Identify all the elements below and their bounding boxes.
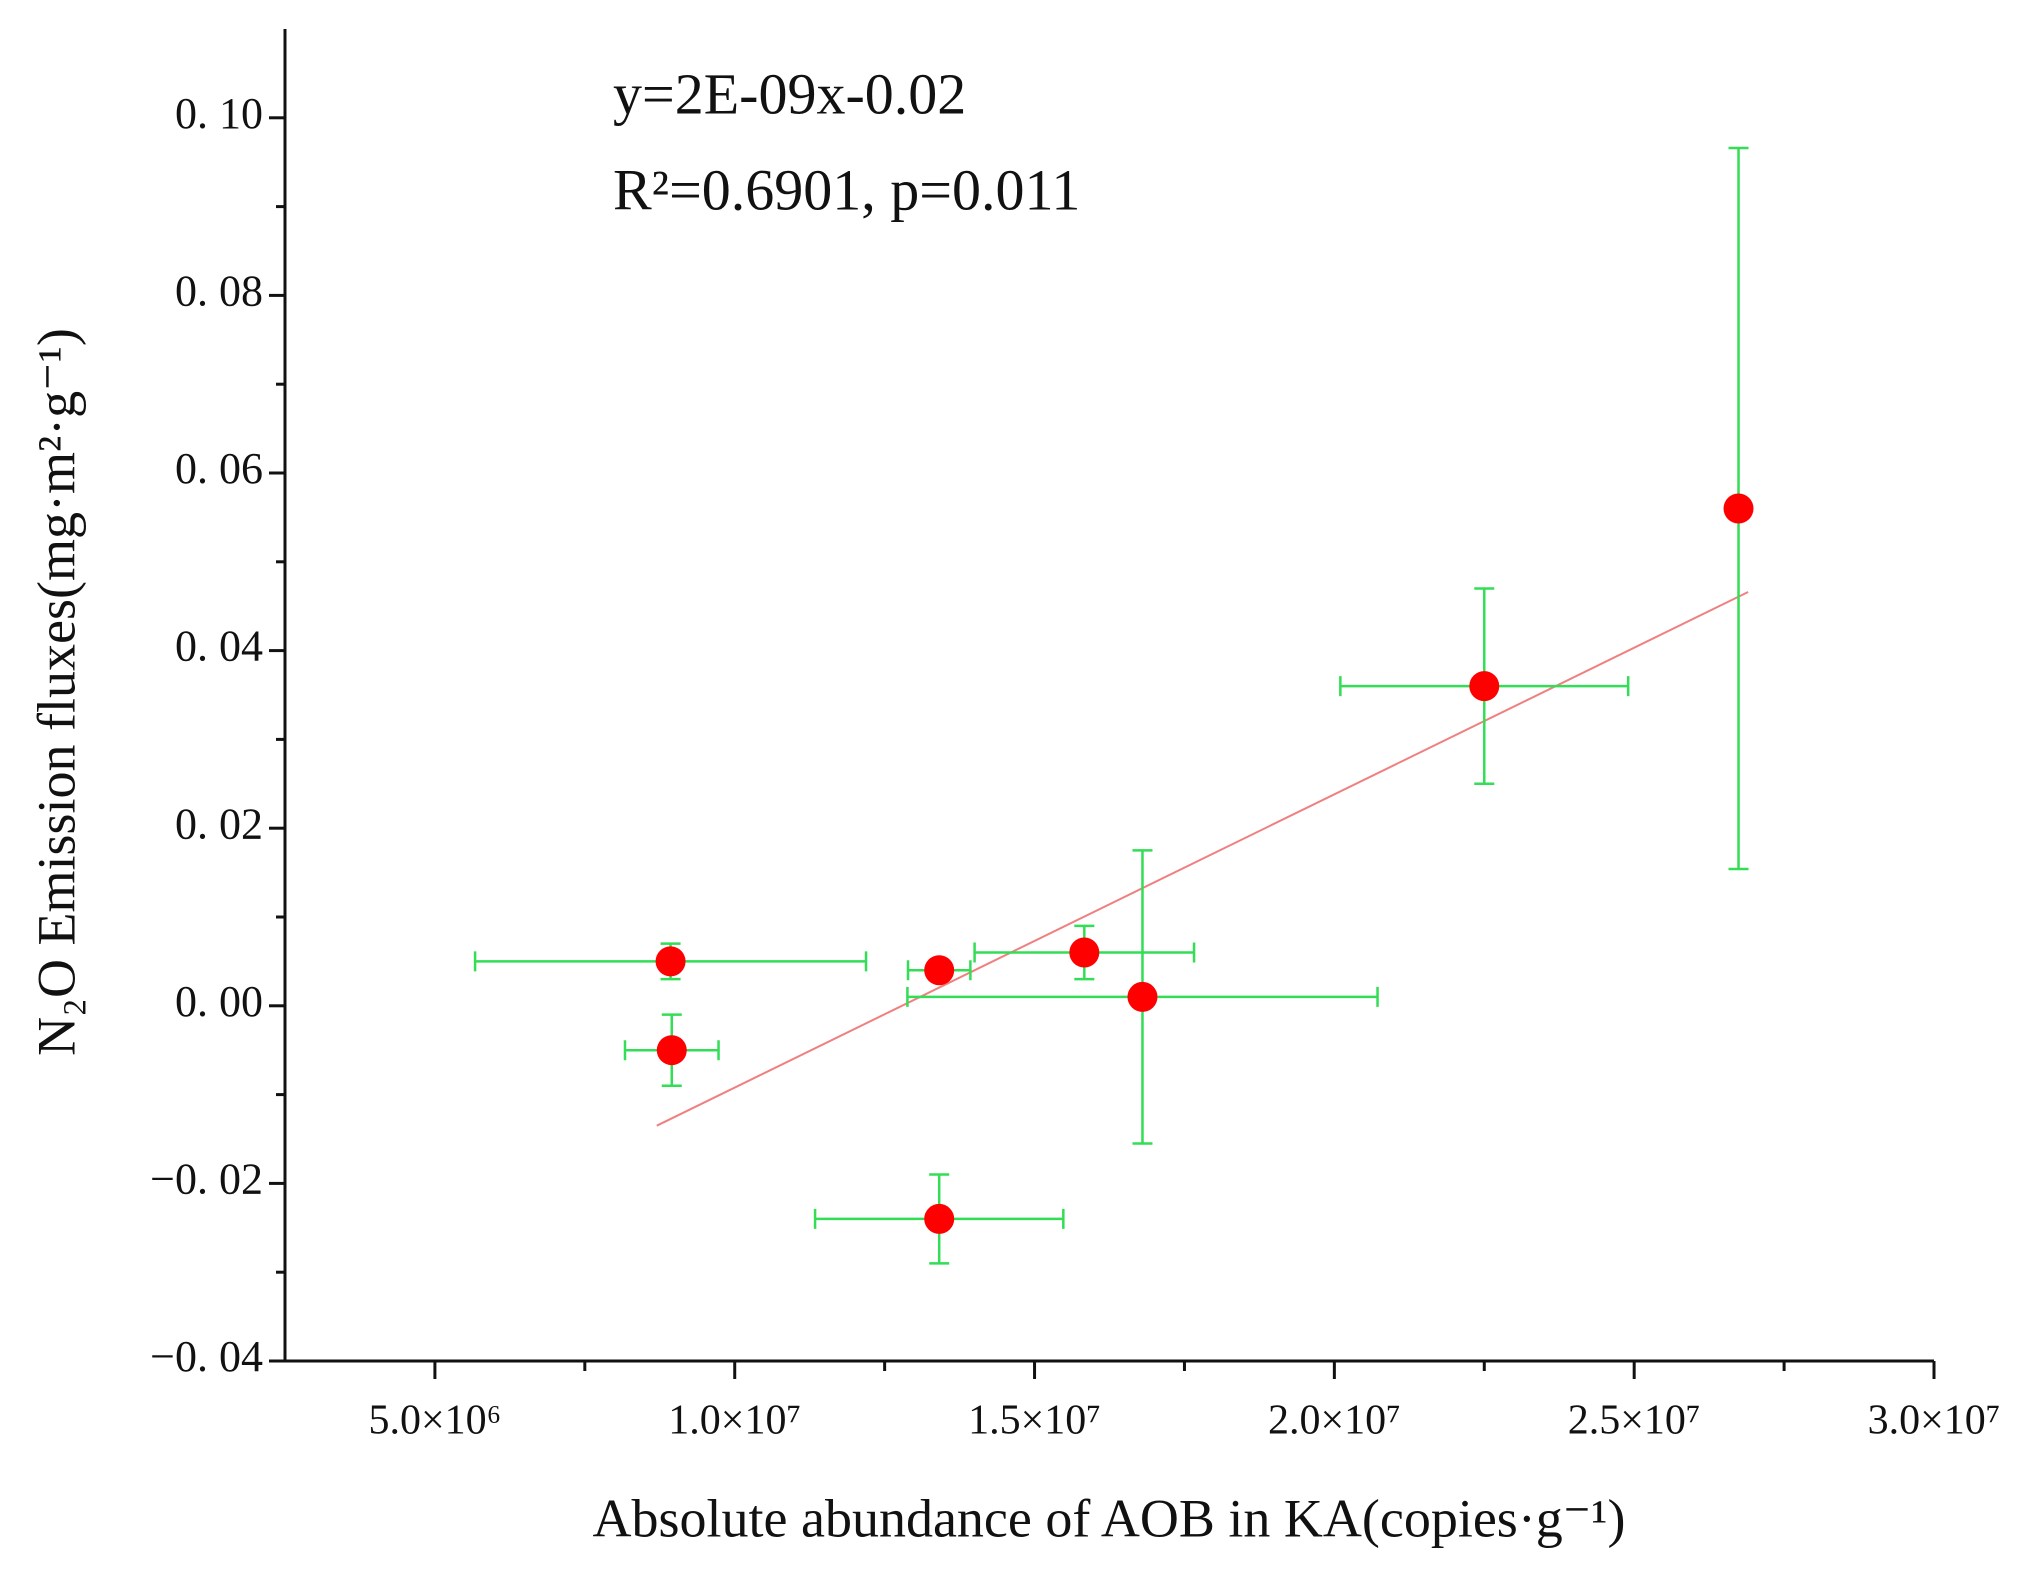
y-tick-label: −0. 04 <box>150 1332 263 1381</box>
y-tick-label: 0. 00 <box>175 977 263 1026</box>
annotation: y=2E-09x-0.02 <box>613 61 966 126</box>
x-tick-label: 5.0×10⁶ <box>368 1398 501 1444</box>
point <box>1127 981 1158 1012</box>
x-tick-label: 3.0×10⁷ <box>1868 1398 2001 1444</box>
y-tick-label: −0. 02 <box>150 1154 263 1203</box>
x-tick-label: 1.5×10⁷ <box>968 1398 1101 1444</box>
y-axis-label: N₂O Emission fluxes(mg·m²·g⁻¹) <box>26 328 86 1056</box>
x-tick-label: 2.5×10⁷ <box>1568 1398 1701 1444</box>
annotation: R²=0.6901, p=0.011 <box>613 157 1080 222</box>
fit-line <box>656 591 1749 1127</box>
point <box>1069 937 1100 968</box>
x-tick-label: 1.0×10⁷ <box>668 1398 801 1444</box>
y-tick-label: 0. 06 <box>175 444 263 493</box>
point <box>656 1035 687 1066</box>
y-tick-label: 0. 04 <box>175 622 263 671</box>
y-tick-label: 0. 02 <box>175 799 263 848</box>
x-axis-label: Absolute abundance of AOB in KA(copies·g… <box>593 1488 1626 1548</box>
point <box>924 955 955 986</box>
point <box>1723 493 1754 524</box>
y-tick-label: 0. 10 <box>175 89 263 138</box>
y-tick-label: 0. 08 <box>175 266 263 315</box>
point <box>655 946 686 977</box>
x-tick-label: 2.0×10⁷ <box>1268 1398 1401 1444</box>
point <box>1469 671 1500 702</box>
point <box>924 1203 955 1234</box>
